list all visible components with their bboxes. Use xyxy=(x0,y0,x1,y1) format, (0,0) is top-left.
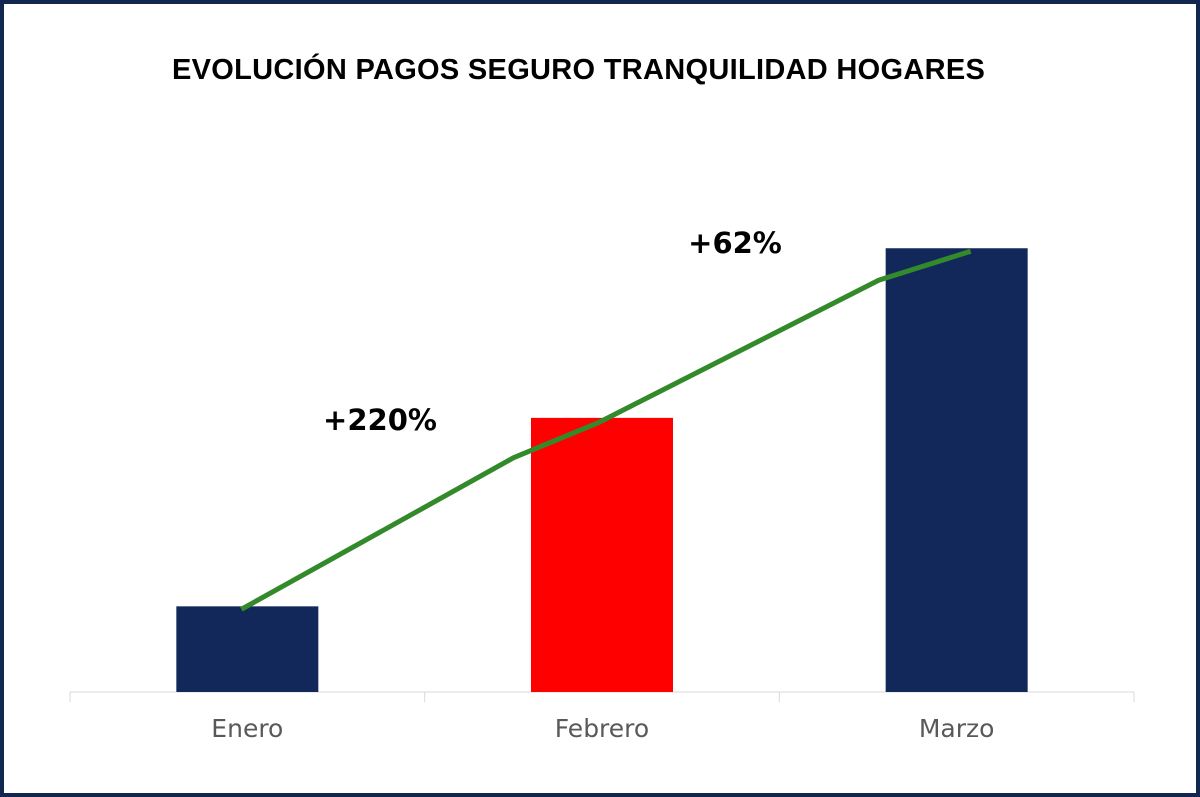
chart-title: EVOLUCIÓN PAGOS SEGURO TRANQUILIDAD HOGA… xyxy=(172,54,986,86)
line-layer xyxy=(240,248,972,612)
axis-layer xyxy=(69,691,1135,702)
bars-layer xyxy=(176,248,1028,692)
trend-line xyxy=(240,248,972,612)
category-label: Febrero xyxy=(555,714,649,743)
bar-marzo xyxy=(885,248,1028,692)
labels-layer: Enero Febrero Marzo +220% +62% xyxy=(211,226,994,743)
growth-annotation: +220% xyxy=(323,403,437,437)
bar-febrero xyxy=(531,417,673,692)
growth-annotation: +62% xyxy=(688,226,782,260)
bar-enero xyxy=(176,606,319,692)
category-label: Marzo xyxy=(919,714,995,743)
category-label: Enero xyxy=(211,714,283,743)
